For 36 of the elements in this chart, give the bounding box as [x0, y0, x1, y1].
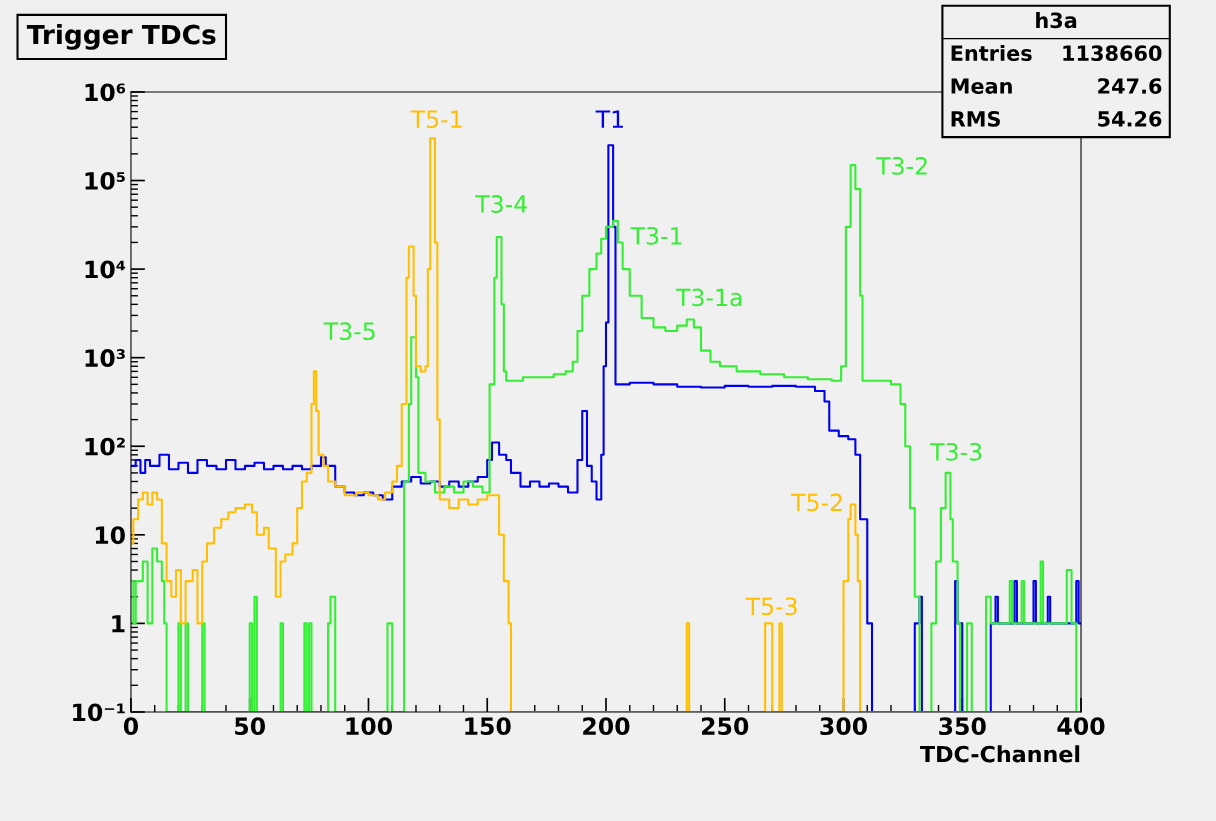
text: 54.26 — [1098, 110, 1162, 127]
x-tick-label: 350 — [939, 717, 986, 736]
text: 247.6 — [1098, 78, 1162, 94]
y-tick-label: 10⁶ — [85, 83, 126, 102]
annotation: T1 — [595, 110, 623, 128]
annotation: RMS — [951, 110, 1000, 127]
annotation: T3-1 — [630, 226, 682, 245]
x-tick-label: 0 — [123, 717, 139, 736]
y-tick-label: 10⁴ — [85, 260, 126, 279]
y-tick-label: 10³ — [85, 349, 125, 367]
y-tick-label: 10 — [95, 526, 125, 545]
y-tick-label: 10⁻¹ — [73, 703, 125, 722]
x-axis-title: TDC-Channel — [920, 745, 1080, 763]
x-tick-label: 250 — [701, 717, 749, 736]
y-tick-label: 10² — [85, 437, 125, 456]
annotation: T3-3 — [930, 442, 982, 461]
annotation: T3-5 — [323, 322, 375, 341]
x-tick-label: 300 — [820, 717, 868, 736]
annotation: Mean — [951, 78, 1012, 94]
annotation: T3-4 — [475, 195, 527, 213]
y-tick-label: 10⁵ — [85, 171, 125, 190]
y-tick-label: 1 — [112, 615, 125, 633]
text: Entries — [951, 44, 1032, 62]
text: 1138660 — [1063, 45, 1162, 62]
x-tick-label: 50 — [235, 717, 266, 736]
text: h3a — [1036, 12, 1077, 29]
x-tick-label: 100 — [346, 717, 392, 736]
chart-title: Trigger TDCs — [26, 24, 216, 50]
annotation: T5-3 — [745, 597, 797, 616]
x-tick-label: 400 — [1057, 717, 1105, 736]
annotation: T5-1 — [410, 110, 462, 129]
annotation: T5-2 — [791, 493, 842, 512]
x-tick-label: 200 — [583, 717, 630, 736]
annotation: T3-1a — [675, 288, 742, 307]
x-tick-label: 150 — [465, 717, 511, 736]
annotation: T3-2 — [876, 156, 927, 175]
